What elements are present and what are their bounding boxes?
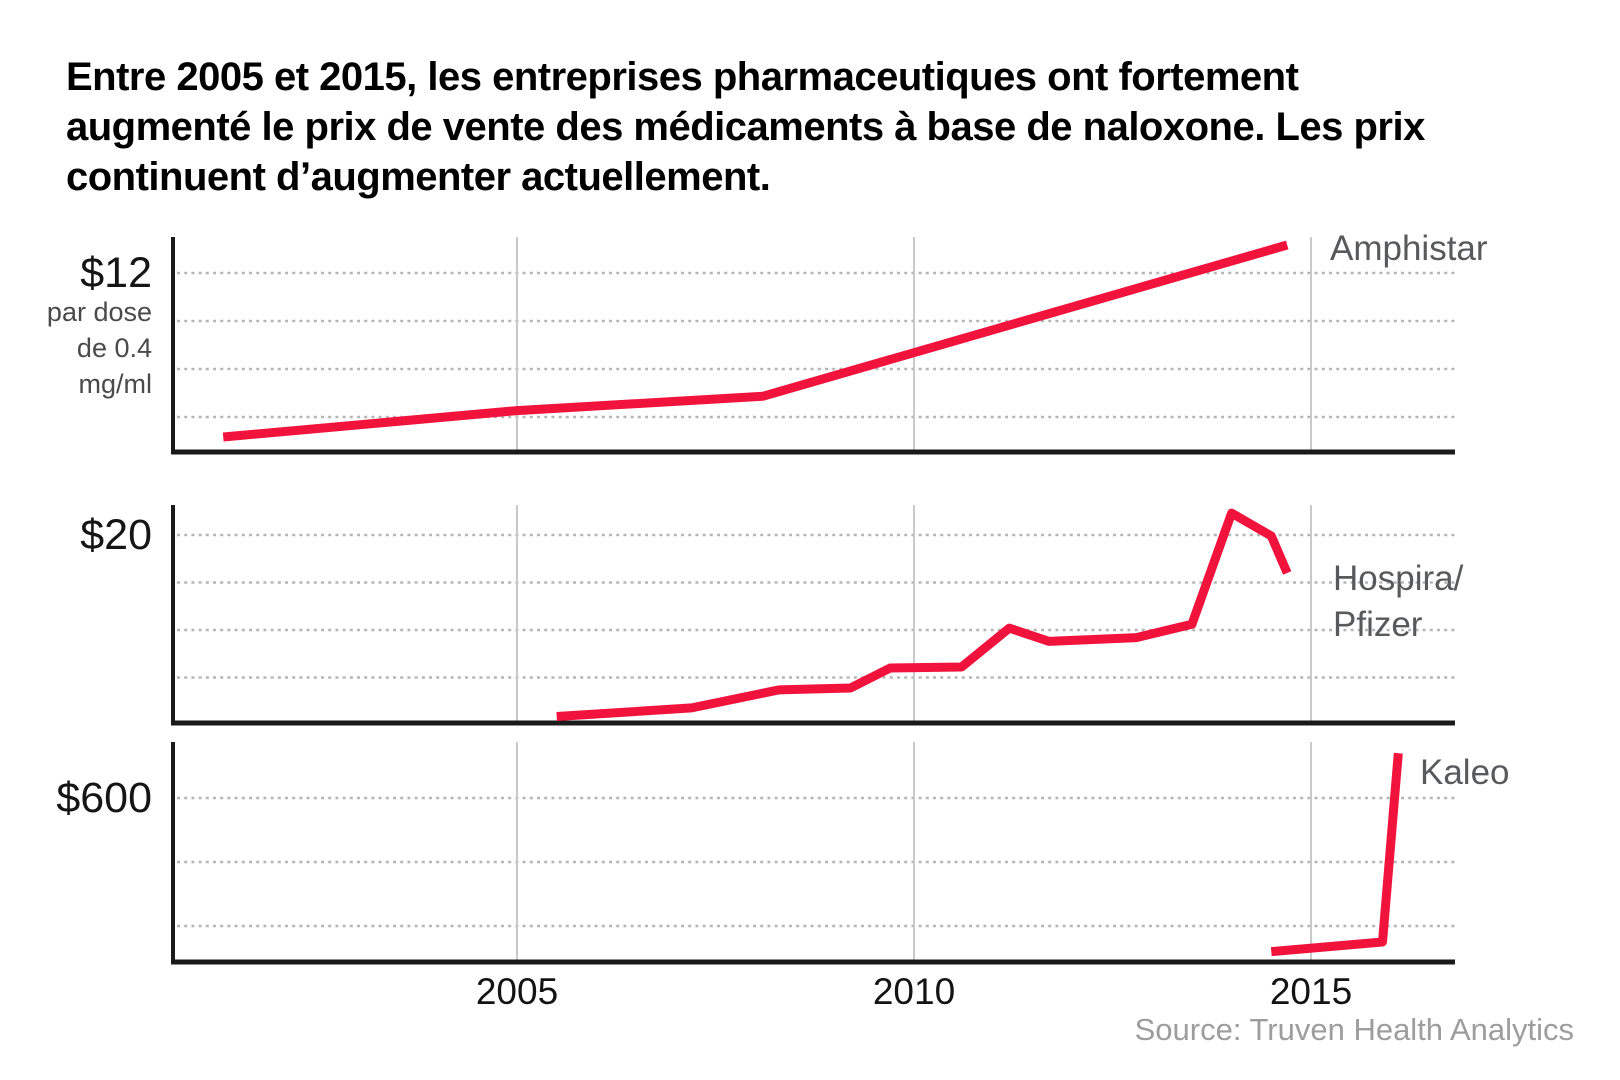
series-label-hospira-pfizer: Hospira/ Pfizer <box>1333 556 1463 648</box>
panel3-y-axis-label: $600 <box>56 774 152 822</box>
price-line-hospira-pfizer <box>556 508 1292 721</box>
chart-title: Entre 2005 et 2015, les entreprises phar… <box>66 52 1486 202</box>
panel2-y-axis-label: $20 <box>80 511 152 559</box>
unit-note-line-3: mg/ml <box>78 369 153 399</box>
y-axis-unit-note: par dose de 0.4 mg/ml <box>20 294 152 402</box>
price-line-kaleo <box>1270 752 1403 957</box>
unit-note-line-2: de 0.4 <box>76 333 152 363</box>
chart-title-line-2: augmenté le prix de vente des médicament… <box>66 105 1425 149</box>
x-tick-2010: 2010 <box>872 971 956 1012</box>
price-line-amphistar <box>222 240 1289 442</box>
series-label-pfizer-line: Pfizer <box>1333 605 1423 644</box>
series-label-kaleo: Kaleo <box>1420 753 1510 792</box>
chart-title-line-3: continuent d’augmenter actuellement. <box>66 155 771 199</box>
source-credit: Source: Truven Health Analytics <box>1134 1012 1574 1047</box>
panel1-y-axis-label: $12 <box>80 249 152 297</box>
x-tick-2015: 2015 <box>1269 971 1353 1012</box>
chart-title-line-1: Entre 2005 et 2015, les entreprises phar… <box>66 55 1299 99</box>
series-label-hospira-line: Hospira/ <box>1333 559 1464 598</box>
unit-note-line-1: par dose <box>46 297 152 327</box>
series-label-amphistar: Amphistar <box>1330 229 1488 268</box>
x-tick-2005: 2005 <box>475 971 559 1012</box>
